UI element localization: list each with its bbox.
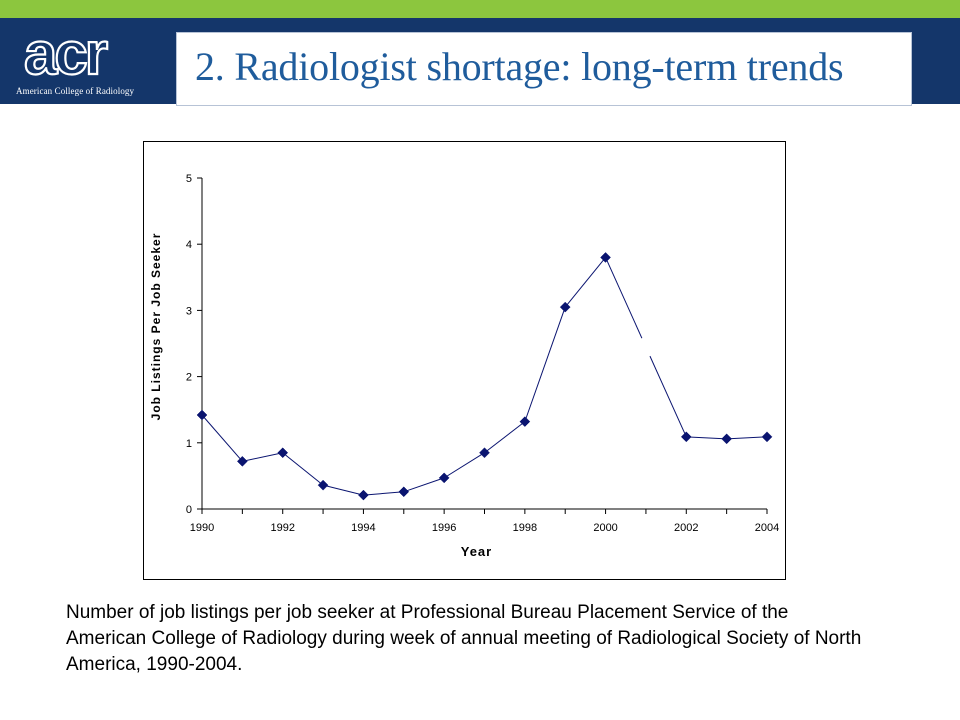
data-point-marker — [600, 252, 611, 263]
acr-logo: acr American College of Radiology — [14, 24, 164, 102]
data-point-marker — [680, 431, 692, 443]
chart-canvas: 0 1 2 3 4 5 1990 1992 1994 1996 1998 2000 2002 2004 J… — [149, 173, 779, 559]
y-tick-label: 2 — [186, 372, 192, 384]
series-line-segment — [686, 436, 727, 440]
y-tick-label: 5 — [186, 173, 192, 185]
y-axis-title: Job Listings Per Job Seeker — [149, 233, 163, 421]
x-tick-label: 1994 — [351, 522, 375, 534]
logo-text: acr — [24, 26, 108, 84]
y-tick-label: 3 — [186, 305, 192, 317]
y-tick-label: 1 — [186, 438, 192, 450]
series-line-segment — [649, 355, 687, 438]
x-tick-label: 2000 — [593, 522, 617, 534]
data-point-marker — [196, 409, 208, 421]
x-axis-title: Year — [461, 544, 492, 559]
chart-series — [196, 252, 773, 501]
figure-caption: Number of job listings per job seeker at… — [66, 602, 862, 675]
line-chart: 0 1 2 3 4 5 1990 1992 1994 1996 1998 2000 2002 2004 J… — [143, 141, 786, 580]
header-accent-stripe — [0, 0, 960, 18]
x-tick-label: 1990 — [190, 522, 214, 534]
title-panel: 2. Radiologist shortage: long-term trend… — [176, 32, 912, 106]
data-point-marker — [438, 472, 450, 484]
data-point-marker — [317, 479, 329, 491]
x-tick-label: 1996 — [432, 522, 456, 534]
series-line-segment — [201, 414, 243, 462]
y-tick-label: 0 — [186, 504, 192, 516]
series-line-segment — [282, 452, 324, 486]
data-point-marker — [519, 416, 531, 427]
data-point-marker — [237, 455, 248, 467]
series-line-segment — [443, 452, 485, 479]
x-tick-label: 2002 — [674, 522, 698, 534]
acr-logo-mark: acr — [24, 26, 112, 84]
data-point-marker — [277, 447, 289, 459]
data-point-marker — [761, 431, 773, 443]
chart-axes: 0 1 2 3 4 5 1990 1992 1994 1996 1998 2000 2002 2004 — [186, 173, 779, 534]
x-tick-label: 1998 — [513, 522, 537, 534]
series-line-segment — [403, 477, 445, 493]
series-line-segment — [605, 257, 643, 339]
data-point-marker — [398, 486, 410, 498]
data-point-marker — [721, 433, 732, 445]
x-tick-label: 1992 — [270, 522, 294, 534]
series-line-segment — [242, 452, 283, 462]
series-line-segment — [484, 421, 526, 454]
data-point-marker — [358, 489, 369, 501]
series-line-segment — [564, 257, 606, 308]
x-tick-label: 2004 — [755, 522, 779, 534]
logo-subtitle: American College of Radiology — [16, 86, 135, 96]
slide-title: 2. Radiologist shortage: long-term trend… — [195, 44, 844, 89]
series-line-segment — [322, 484, 364, 496]
series-line-segment — [363, 491, 404, 496]
y-tick-label: 4 — [186, 239, 192, 251]
series-line-segment — [524, 306, 566, 422]
series-line-segment — [726, 436, 768, 440]
data-point-marker — [559, 301, 571, 313]
data-point-marker — [479, 447, 490, 459]
